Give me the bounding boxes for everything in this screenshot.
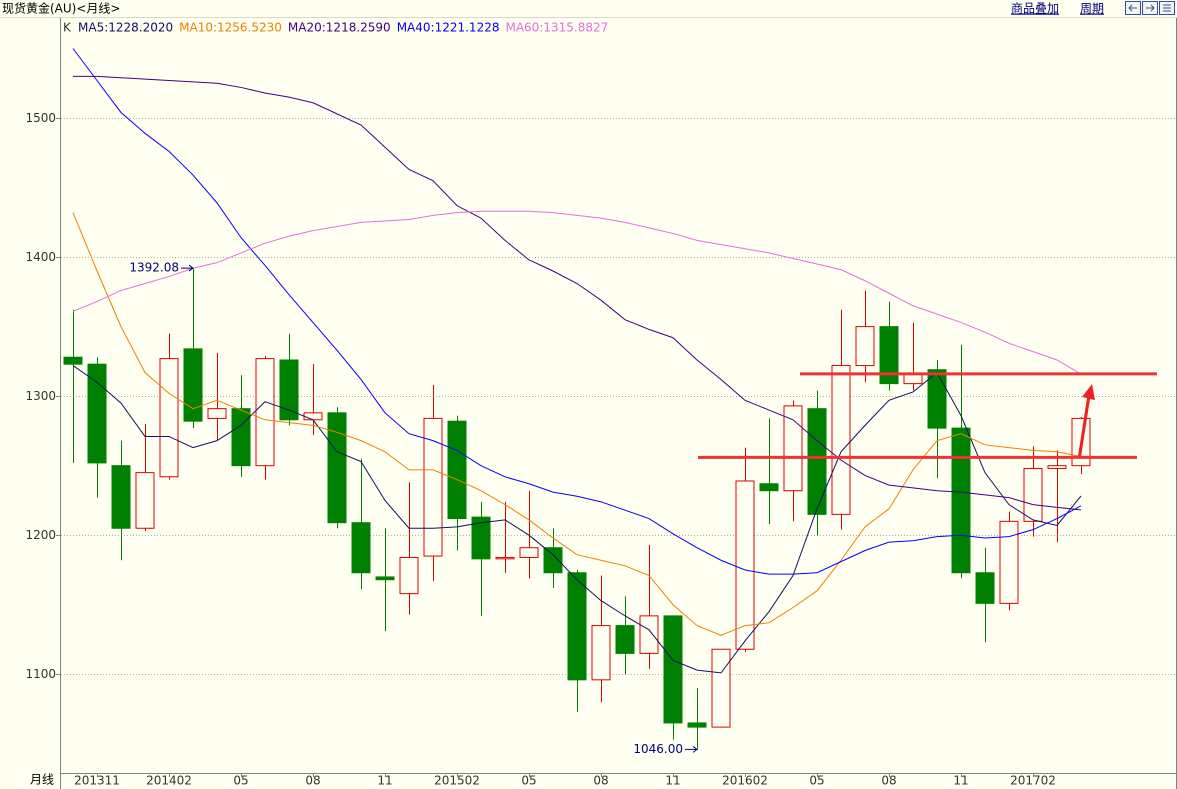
candle-body (207, 408, 227, 419)
candle-body (639, 615, 659, 654)
candle-body (855, 326, 875, 367)
candle-body (63, 356, 83, 365)
x-tick-label: 201502 (434, 774, 480, 788)
candle-body (759, 483, 779, 492)
candle-body (735, 480, 755, 650)
y-tick-label: 1400 (25, 250, 56, 264)
candle-body (543, 547, 563, 574)
candle-body (999, 520, 1019, 604)
chart-title: 现货黄金(AU)<月线> (2, 1, 120, 16)
candle-body (111, 465, 131, 529)
x-tick-label: 201402 (146, 774, 192, 788)
trend-arrow (1078, 384, 1095, 457)
candle-body (615, 625, 635, 654)
legend-entry: MA20:1218.2590 (288, 21, 391, 35)
candle-body (159, 358, 179, 478)
nav-grid-icon (1163, 4, 1171, 12)
x-tick-label: 05 (233, 774, 248, 788)
x-tick-label: 11 (953, 774, 968, 788)
x-tick-label: 05 (809, 774, 824, 788)
y-tick-label: 1100 (25, 667, 56, 681)
x-tick-label: 08 (881, 774, 896, 788)
x-tick-label: 201602 (722, 774, 768, 788)
candle-body (231, 408, 251, 467)
candle-body (975, 572, 995, 604)
ma-line (72, 48, 1082, 575)
candle-body (783, 405, 803, 492)
candle-body (1023, 467, 1043, 522)
x-tick-label: 11 (665, 774, 680, 788)
annotation-arrow (685, 745, 698, 753)
x-tick-label: 201702 (1010, 774, 1056, 788)
candle-body (1047, 465, 1067, 469)
overlay-link[interactable]: 商品叠加 (1011, 1, 1059, 16)
candle-body (807, 408, 827, 515)
candle-body (687, 722, 707, 728)
y-tick-label: 1500 (25, 111, 56, 125)
candle-body (831, 365, 851, 515)
ma-line (72, 210, 1082, 375)
candle-body (375, 576, 395, 581)
legend-entry: MA40:1221.1228 (397, 21, 500, 35)
ma-line (72, 212, 1082, 636)
x-axis-label: 月线 (30, 773, 54, 787)
legend-entry: MA5:1228.2020 (78, 21, 173, 35)
x-tick-label: 05 (521, 774, 536, 788)
annotation-arrow (181, 264, 194, 272)
candle-body (399, 556, 419, 595)
candle-body (471, 516, 491, 560)
nav-next-icon (1146, 4, 1155, 12)
candle-body (303, 412, 323, 421)
x-tick-label: 08 (305, 774, 320, 788)
ma-line (73, 75, 1082, 511)
x-tick-label: 201311 (74, 774, 120, 788)
nav-buttons (1125, 1, 1175, 15)
candle-body (135, 472, 155, 529)
candle-body (711, 648, 731, 728)
candle-body (279, 359, 299, 421)
candle-body (495, 556, 515, 560)
candle-body (327, 412, 347, 524)
x-tick-label: 08 (593, 774, 608, 788)
candle-body (567, 572, 587, 681)
indicator-label: K (63, 21, 72, 35)
candle-body (351, 522, 371, 574)
y-tick-label: 1200 (25, 528, 56, 542)
nav-prev-icon (1128, 4, 1137, 12)
candle-body (423, 417, 443, 557)
candle-body (183, 348, 203, 422)
candle-body (87, 363, 107, 464)
x-tick-label: 11 (377, 774, 392, 788)
candle-body (951, 427, 971, 574)
annotation-label: 1046.00 (633, 742, 683, 756)
ma-line (72, 365, 1082, 674)
candle-body (447, 420, 467, 520)
candle-body (927, 369, 947, 429)
candle-body (879, 326, 899, 385)
candle-body (519, 547, 539, 558)
legend-entry: MA10:1256.5230 (179, 21, 282, 35)
legend-entry: MA60:1315.8827 (505, 21, 608, 35)
candle-body (591, 625, 611, 681)
annotation-label: 1392.08 (129, 261, 179, 275)
period-link[interactable]: 周期 (1080, 2, 1104, 16)
candle-body (663, 615, 683, 724)
candle-body (255, 358, 275, 467)
y-tick-label: 1300 (25, 389, 56, 403)
